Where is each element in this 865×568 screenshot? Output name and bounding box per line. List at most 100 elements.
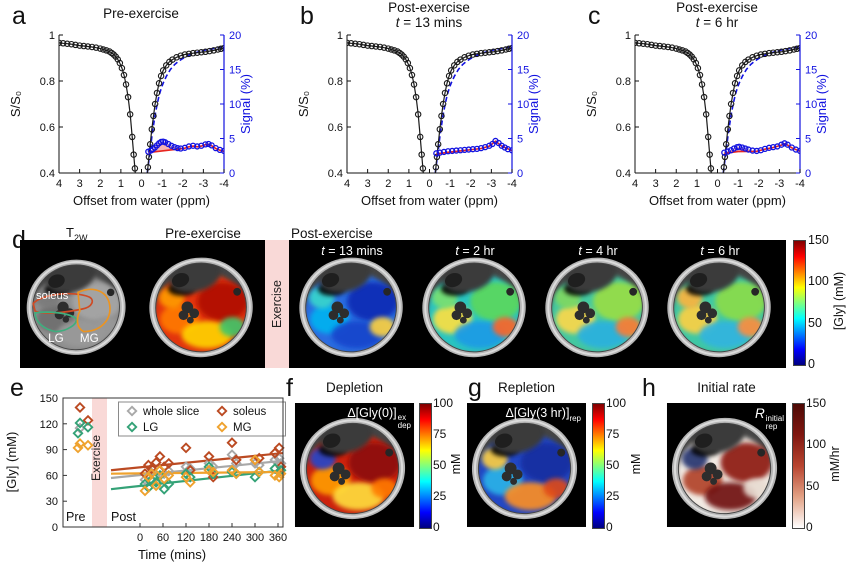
- depletion-title: Depletion: [325, 380, 384, 395]
- xtick: 4: [56, 178, 62, 190]
- data-point: [139, 485, 151, 497]
- yaxis-right-label: Signal (%): [238, 74, 253, 134]
- colorbar-tick: 50: [806, 478, 820, 493]
- ytick-right: 20: [805, 30, 817, 42]
- data-point: [163, 478, 175, 490]
- frame-label: t = 2 hr: [455, 244, 495, 258]
- ytick-left: 0.4: [328, 168, 343, 180]
- data-point: [74, 401, 86, 414]
- repletion-title: Repletion: [497, 380, 556, 395]
- roi-label-lg: LG: [48, 332, 64, 345]
- xtick: 2: [673, 178, 679, 190]
- xtick: -1: [157, 178, 167, 190]
- xtick: 1: [406, 178, 412, 190]
- ytick-left: 0.8: [328, 76, 343, 88]
- ytick-left: 0.6: [616, 122, 631, 134]
- repletion-colorbar-label: mM: [629, 453, 643, 475]
- data-point: [230, 454, 242, 466]
- xtick: -4: [795, 178, 805, 190]
- data-point: [216, 421, 228, 433]
- ytick-right: 15: [229, 65, 241, 77]
- data-point: [207, 466, 219, 478]
- data-point: [230, 468, 242, 480]
- ytick-left: 0.8: [40, 76, 55, 88]
- panel-h-letter: h: [642, 374, 656, 402]
- pre-label: Pre: [66, 510, 86, 524]
- data-point: [154, 450, 166, 463]
- initial-rate-map: [666, 403, 787, 527]
- exercise-band-d: [265, 240, 289, 368]
- data-point: [82, 439, 94, 451]
- post-label: Post: [111, 510, 137, 524]
- xtick: 360: [269, 532, 287, 544]
- colorbar-tick: 0: [606, 520, 613, 534]
- ytick-right: 15: [805, 65, 817, 77]
- colorbar-tick: 75: [433, 427, 447, 441]
- repletion-map: [467, 403, 586, 527]
- repletion-formula: Δ[Gly(3 hr)]rep: [505, 406, 581, 423]
- colorbar-tick: 0: [433, 520, 440, 534]
- post-exercise-title: Post-exercise: [291, 226, 373, 241]
- data-point: [74, 438, 86, 450]
- legend-label: soleus: [233, 406, 266, 418]
- yaxis-left-label: S/S₀: [296, 91, 311, 117]
- xtick: -3: [774, 178, 784, 190]
- ytick-left: 0.4: [40, 168, 55, 180]
- ytick-right: 10: [805, 99, 817, 111]
- data-point: [150, 480, 162, 492]
- pre-exercise-map: [144, 243, 262, 365]
- ytick-left: 1: [337, 30, 343, 42]
- data-point: [184, 476, 196, 488]
- ytick-right: 5: [805, 134, 811, 146]
- xtick: 4: [632, 178, 638, 190]
- colorbar-tick: 150: [806, 396, 827, 410]
- xtick: 3: [365, 178, 371, 190]
- data-point: [82, 421, 94, 433]
- panel-e-letter: e: [10, 374, 24, 402]
- xtick: 0: [714, 178, 720, 190]
- data-point: [253, 466, 265, 478]
- initial-rate-colorbar-label: mM/hr: [828, 446, 842, 482]
- data-point: [154, 464, 166, 476]
- yaxis-left-label: S/S₀: [8, 91, 23, 117]
- ytick-right: 10: [229, 99, 241, 111]
- xtick: 1: [118, 178, 124, 190]
- xtick: -3: [486, 178, 496, 190]
- initial-rate-colorbar: [792, 403, 805, 529]
- xtick: 2: [97, 178, 103, 190]
- panel-title: Post-exercise: [676, 0, 758, 15]
- colorbar-tick: 25: [433, 489, 447, 503]
- xaxis-label: Offset from water (ppm): [361, 193, 498, 208]
- data-point: [275, 468, 287, 480]
- gly-colorbar: [793, 240, 806, 366]
- colorbar-tick: 50: [433, 458, 447, 472]
- colorbar-tick: 50: [606, 458, 620, 472]
- xtick: -3: [198, 178, 208, 190]
- colorbar-tick: 100: [606, 396, 627, 410]
- xtick: 180: [200, 532, 218, 544]
- panel-f-letter: f: [286, 374, 293, 402]
- ytick-left: 1: [625, 30, 631, 42]
- data-point: [145, 474, 158, 486]
- data-point: [126, 405, 138, 417]
- xtick: -2: [466, 178, 476, 190]
- data-point: [72, 442, 84, 454]
- ytick-right: 0: [517, 168, 523, 180]
- ytick-right: 0: [805, 168, 811, 180]
- frame-label: t = 6 hr: [700, 244, 740, 258]
- xaxis-label: Time (mins): [138, 547, 206, 562]
- colorbar-tick: 75: [606, 427, 620, 441]
- yaxis-right-label: Signal (%): [526, 74, 541, 134]
- xtick: -1: [445, 178, 455, 190]
- data-point: [275, 457, 287, 469]
- roi-lg-outline: [34, 311, 78, 333]
- data-point: [82, 414, 94, 426]
- xtick: 60: [157, 532, 169, 544]
- legend-label: whole slice: [142, 406, 199, 418]
- panel-title: Post-exercise: [388, 0, 470, 15]
- roi-mg-outline: [76, 288, 111, 333]
- ytick-left: 0.6: [40, 122, 55, 134]
